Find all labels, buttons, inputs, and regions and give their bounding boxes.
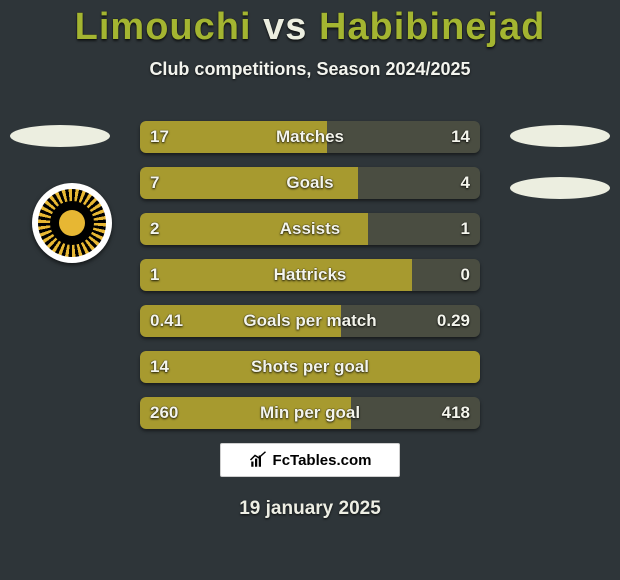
stat-row: 2Assists1 — [140, 213, 480, 245]
player-right-ellipse-1 — [510, 125, 610, 147]
stat-value-right: 4 — [461, 167, 470, 199]
title-left: Limouchi — [75, 6, 252, 48]
stat-value-right: 418 — [442, 397, 470, 429]
stat-row: 14Shots per goal — [140, 351, 480, 383]
stat-label: Goals — [140, 167, 480, 199]
stat-rows: 17Matches147Goals42Assists11Hattricks00.… — [140, 121, 480, 443]
subtitle: Club competitions, Season 2024/2025 — [0, 59, 620, 80]
stat-value-right: 1 — [461, 213, 470, 245]
title-right: Habibinejad — [319, 6, 545, 48]
player-left-ellipse — [10, 125, 110, 147]
stat-label: Assists — [140, 213, 480, 245]
stat-row: 17Matches14 — [140, 121, 480, 153]
page-title: Limouchi vs Habibinejad — [0, 0, 620, 49]
stat-label: Goals per match — [140, 305, 480, 337]
chart-icon — [249, 451, 267, 469]
brand-text: FcTables.com — [273, 452, 372, 469]
stat-label: Hattricks — [140, 259, 480, 291]
stat-row: 1Hattricks0 — [140, 259, 480, 291]
stat-label: Shots per goal — [140, 351, 480, 383]
stat-row: 260Min per goal418 — [140, 397, 480, 429]
stat-label: Min per goal — [140, 397, 480, 429]
stat-label: Matches — [140, 121, 480, 153]
club-badge — [32, 183, 112, 263]
title-vs: vs — [263, 6, 307, 48]
stat-value-right: 0.29 — [437, 305, 470, 337]
stat-value-right: 14 — [451, 121, 470, 153]
brand-box: FcTables.com — [220, 443, 400, 477]
date-text: 19 january 2025 — [0, 498, 620, 520]
stat-value-right: 0 — [461, 259, 470, 291]
stat-row: 0.41Goals per match0.29 — [140, 305, 480, 337]
stat-row: 7Goals4 — [140, 167, 480, 199]
player-right-ellipse-2 — [510, 177, 610, 199]
